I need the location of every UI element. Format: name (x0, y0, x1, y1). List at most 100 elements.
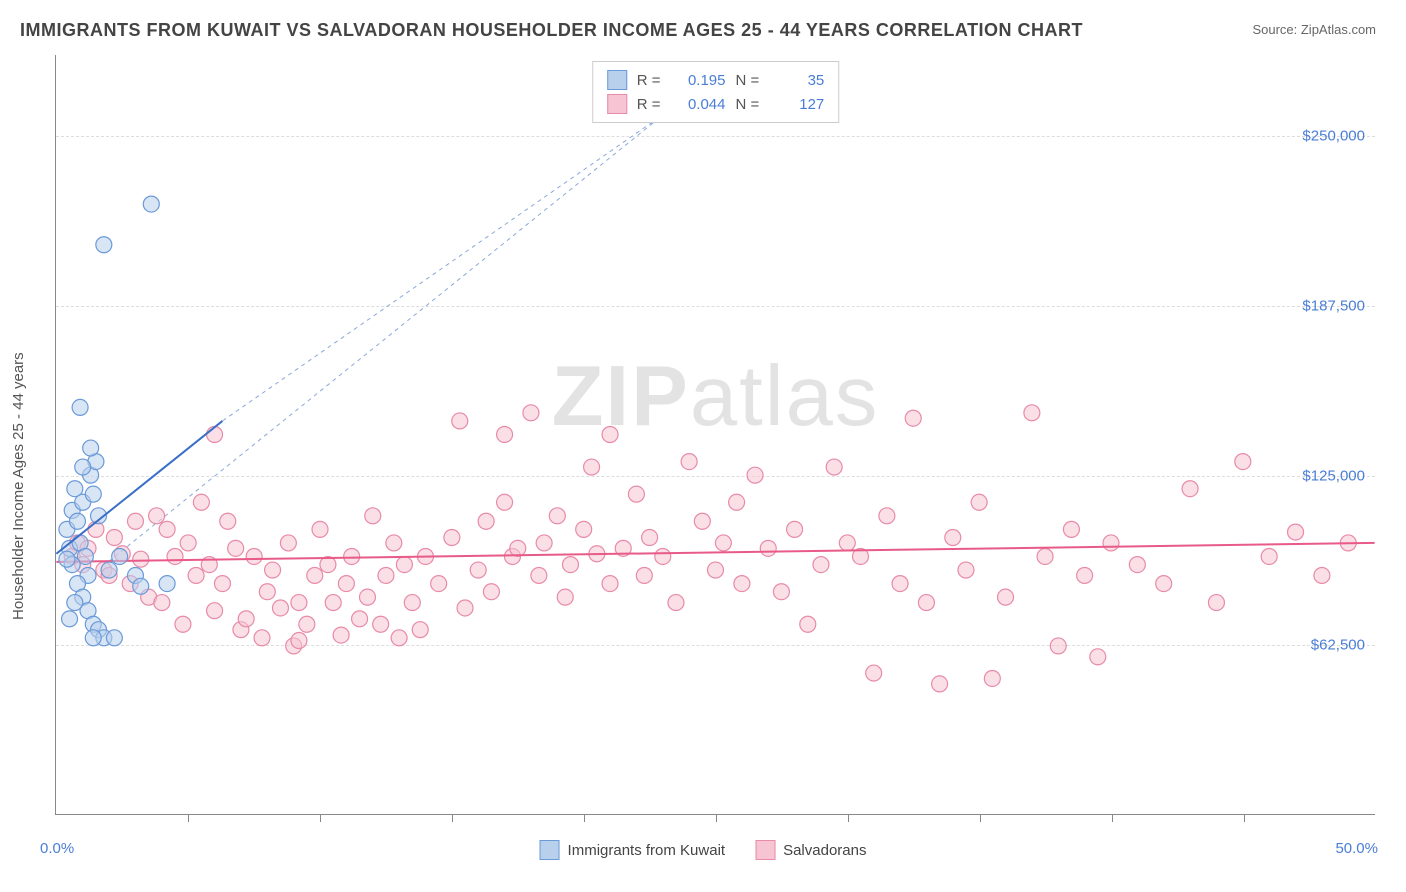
data-point (72, 399, 88, 415)
n-label: N = (736, 96, 760, 113)
data-point (483, 584, 499, 600)
data-point (452, 413, 468, 429)
data-point (412, 622, 428, 638)
data-point (905, 410, 921, 426)
data-point (359, 589, 375, 605)
data-point (143, 196, 159, 212)
data-point (159, 576, 175, 592)
y-axis-label: Householder Income Ages 25 - 44 years (10, 352, 27, 620)
data-point (214, 576, 230, 592)
data-point (642, 530, 658, 546)
x-tick (1244, 814, 1245, 822)
data-point (1090, 649, 1106, 665)
data-point (576, 521, 592, 537)
swatch-salvadoran (607, 94, 627, 114)
data-point (188, 567, 204, 583)
data-point (180, 535, 196, 551)
data-point (734, 576, 750, 592)
data-point (265, 562, 281, 578)
data-point (800, 616, 816, 632)
data-point (470, 562, 486, 578)
correlation-legend: R = 0.195 N = 35 R = 0.044 N = 127 (592, 61, 840, 123)
data-point (536, 535, 552, 551)
scatter-svg (56, 55, 1375, 814)
data-point (668, 595, 684, 611)
data-point (932, 676, 948, 692)
data-point (866, 665, 882, 681)
data-point (998, 589, 1014, 605)
data-point (333, 627, 349, 643)
n-value-kuwait: 35 (769, 72, 824, 89)
data-point (75, 459, 91, 475)
data-point (220, 513, 236, 529)
data-point (892, 576, 908, 592)
data-point (681, 454, 697, 470)
data-point (159, 521, 175, 537)
r-label: R = (637, 96, 661, 113)
data-point (338, 576, 354, 592)
data-point (154, 595, 170, 611)
data-point (396, 557, 412, 573)
data-point (246, 548, 262, 564)
swatch-kuwait (607, 70, 627, 90)
data-point (760, 540, 776, 556)
data-point (1129, 557, 1145, 573)
data-point (307, 567, 323, 583)
data-point (378, 567, 394, 583)
data-point (1288, 524, 1304, 540)
data-point (602, 427, 618, 443)
x-tick (980, 814, 981, 822)
data-point (636, 567, 652, 583)
data-point (628, 486, 644, 502)
data-point (69, 513, 85, 529)
data-point (1314, 567, 1330, 583)
data-point (497, 494, 513, 510)
x-tick (584, 814, 585, 822)
legend-kuwait-label: Immigrants from Kuwait (568, 842, 726, 859)
data-point (813, 557, 829, 573)
data-point (404, 595, 420, 611)
data-point (971, 494, 987, 510)
data-point (444, 530, 460, 546)
data-point (238, 611, 254, 627)
data-point (1208, 595, 1224, 611)
data-point (1063, 521, 1079, 537)
data-point (602, 576, 618, 592)
legend-salvadoran-label: Salvadorans (783, 842, 866, 859)
data-point (457, 600, 473, 616)
data-point (523, 405, 539, 421)
data-point (207, 603, 223, 619)
data-point (207, 427, 223, 443)
data-point (557, 589, 573, 605)
x-tick (188, 814, 189, 822)
x-tick (1112, 814, 1113, 822)
data-point (344, 548, 360, 564)
data-point (167, 548, 183, 564)
data-point (1235, 454, 1251, 470)
data-point (747, 467, 763, 483)
x-tick (848, 814, 849, 822)
data-point (127, 513, 143, 529)
data-point (879, 508, 895, 524)
data-point (510, 540, 526, 556)
data-point (59, 551, 75, 567)
data-point (85, 630, 101, 646)
data-point (773, 584, 789, 600)
x-tick (452, 814, 453, 822)
data-point (352, 611, 368, 627)
data-point (715, 535, 731, 551)
data-point (149, 508, 165, 524)
data-point (280, 535, 296, 551)
data-point (708, 562, 724, 578)
data-point (958, 562, 974, 578)
data-point (291, 633, 307, 649)
data-point (325, 595, 341, 611)
data-point (1103, 535, 1119, 551)
data-point (112, 548, 128, 564)
swatch-kuwait-icon (540, 840, 560, 860)
n-value-salvadoran: 127 (769, 96, 824, 113)
data-point (1182, 481, 1198, 497)
plot-area: ZIPatlas $62,500$125,000$187,500$250,000… (55, 55, 1375, 815)
data-point (175, 616, 191, 632)
data-point (299, 616, 315, 632)
